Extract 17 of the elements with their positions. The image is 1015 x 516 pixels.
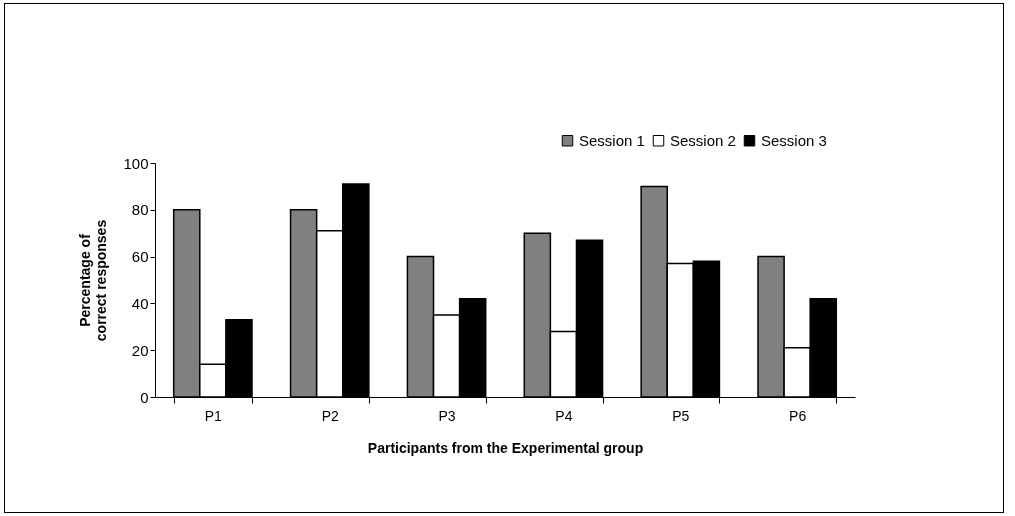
x-tick-label: P2 [321, 407, 339, 424]
legend-label: Session 1 [579, 131, 645, 149]
x-tick-label: P5 [672, 407, 690, 424]
y-tick-label: 20 [131, 341, 149, 359]
y-tick-label: 80 [131, 201, 149, 219]
x-tick-label: P6 [789, 407, 807, 424]
x-tick-label: P4 [555, 407, 573, 424]
legend-label: Session 2 [670, 131, 736, 149]
legend-label: Session 3 [761, 131, 827, 149]
x-tick-label: P3 [438, 407, 456, 424]
x-axis-title: Participants from the Experimental group [367, 439, 644, 456]
y-tick-label: 100 [123, 154, 149, 172]
x-tick-label: P1 [204, 407, 223, 424]
y-tick-label: 0 [140, 388, 149, 406]
y-axis-title: Percentage of correct responses [77, 219, 110, 342]
y-tick-label: 60 [131, 248, 149, 266]
y-tick-label: 40 [131, 294, 149, 312]
